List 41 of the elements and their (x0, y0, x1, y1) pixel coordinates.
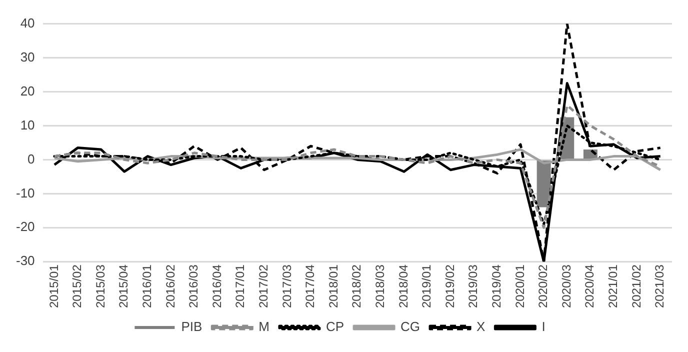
x-tick-label: 2019/03 (466, 264, 480, 308)
x-tick-label: 2020/01 (512, 264, 527, 308)
x-tick-label: 2021/01 (606, 264, 620, 308)
x-tick-label: 2016/01 (140, 264, 154, 308)
x-tick-label: 2016/03 (186, 264, 201, 308)
legend-label: X (476, 319, 486, 334)
y-tick-label: -30 (16, 253, 35, 268)
x-tick-label: 2016/02 (163, 264, 178, 308)
legend-label: PIB (181, 319, 202, 334)
y-tick-label: -10 (16, 185, 35, 200)
x-tick-label: 2017/02 (256, 264, 270, 308)
x-tick-label: 2020/04 (582, 264, 597, 308)
x-tick-label: 2019/04 (490, 264, 504, 308)
x-tick-label: 2017/04 (303, 264, 318, 308)
legend-label: CG (400, 319, 420, 334)
x-tick-label: 2017/01 (233, 264, 248, 308)
x-tick-label: 2017/03 (280, 264, 294, 308)
x-tick-label: 2018/04 (396, 264, 410, 308)
x-tick-label: 2019/01 (420, 264, 434, 308)
x-tick-label: 2015/02 (70, 264, 84, 308)
x-tick-label: 2021/02 (629, 264, 644, 308)
y-tick-label: 40 (20, 15, 35, 30)
x-tick-label: 2019/02 (442, 264, 457, 308)
x-tick-label: 2015/01 (46, 264, 61, 308)
x-tick-label: 2015/04 (116, 264, 131, 308)
x-tick-label: 2020/02 (536, 264, 550, 308)
y-tick-label: 0 (28, 151, 35, 166)
y-tick-label: 30 (20, 49, 35, 64)
legend-label: I (542, 319, 546, 334)
x-tick-label: 2018/03 (373, 264, 388, 308)
legend-label: CP (326, 319, 344, 334)
x-tick-label: 2018/02 (350, 264, 364, 308)
y-tick-label: 20 (20, 83, 35, 98)
x-tick-label: 2020/03 (559, 264, 574, 308)
x-tick-label: 2016/04 (210, 264, 224, 308)
legend-label: M (258, 319, 270, 334)
x-tick-label: 2021/03 (652, 264, 667, 308)
y-tick-label: 10 (20, 117, 35, 132)
x-tick-label: 2015/03 (93, 264, 108, 308)
y-tick-label: -20 (16, 219, 35, 234)
x-tick-label: 2018/01 (326, 264, 340, 308)
